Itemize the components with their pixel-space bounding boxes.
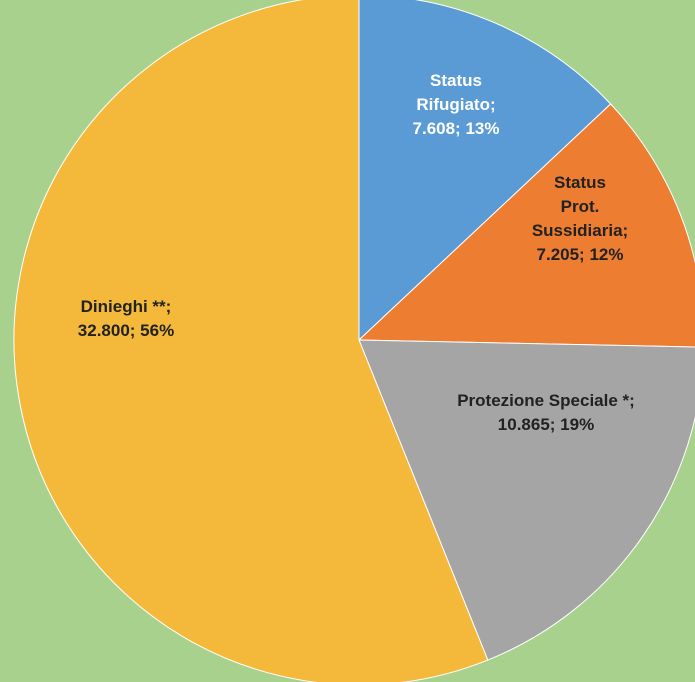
pie-slice-label-2: Protezione Speciale *; 10.865; 19% [457, 391, 635, 434]
pie-slice-label-3: Dinieghi **; 32.800; 56% [78, 297, 174, 340]
pie-slice-label-0: Status Rifugiato; 7.608; 13% [413, 71, 500, 138]
pie-slice-label-line: 32.800; 56% [78, 321, 174, 340]
pie-slice-label-line: 7.608; 13% [413, 119, 500, 138]
pie-slice-3 [13, 0, 489, 682]
pie-slice-0 [358, 0, 612, 342]
pie-slice-label-1: Status Prot. Sussidiaria; 7.205; 12% [532, 173, 628, 264]
pie-slice-label-line: Protezione Speciale *; [457, 391, 635, 410]
pie-slice-label-line: Dinieghi **; [81, 297, 172, 316]
pie-slice-label-line: Status [430, 71, 482, 90]
pie-slice-label-line: 10.865; 19% [498, 415, 594, 434]
pie-slice-2 [358, 339, 695, 661]
pie-slice-label-line: Rifugiato; [416, 95, 495, 114]
pie-slice-label-line: Prot. [561, 197, 600, 216]
pie-slice-1 [357, 103, 695, 348]
pie-slice-label-line: Sussidiaria; [532, 221, 628, 240]
pie-slices [13, 0, 695, 682]
pie-slice-label-line: 7.205; 12% [537, 245, 624, 264]
pie-slice-label-line: Status [554, 173, 606, 192]
pie-labels: Status Rifugiato; 7.608; 13% Status Prot. Sus… [78, 71, 635, 434]
